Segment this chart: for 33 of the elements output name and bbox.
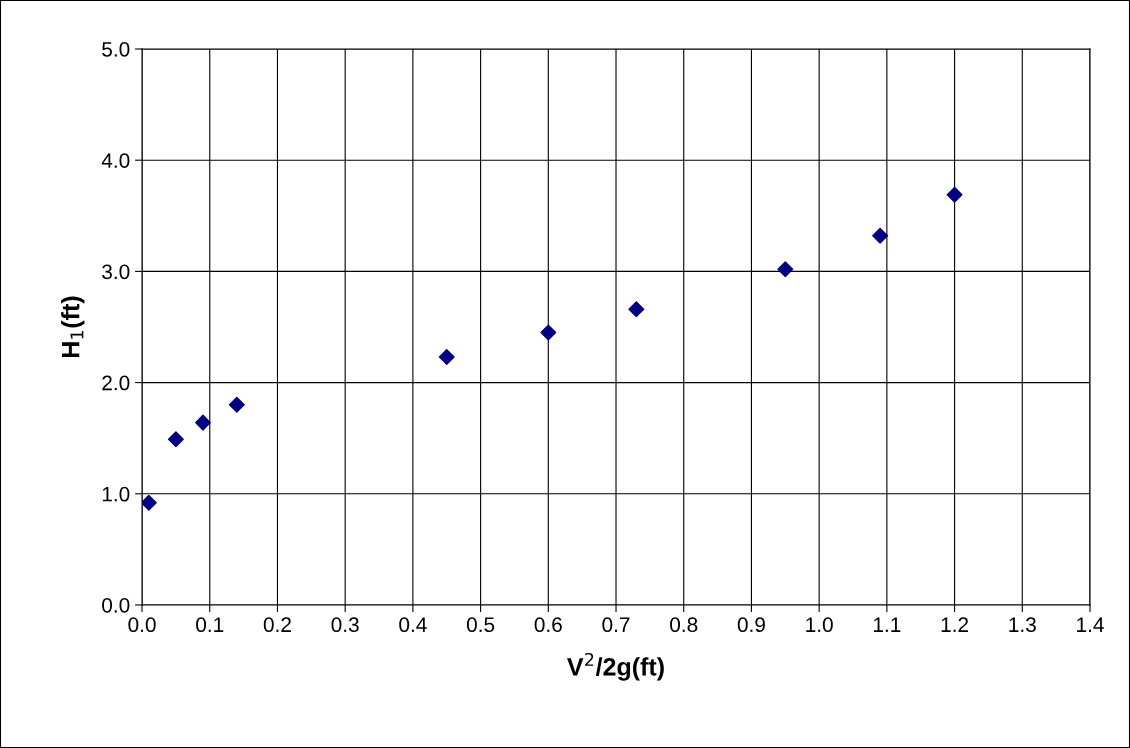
x-tick-label: 1.3	[1009, 617, 1036, 633]
point	[946, 186, 963, 203]
point	[777, 261, 794, 278]
x-tick-label: 0.4	[399, 617, 427, 633]
point	[628, 301, 645, 318]
x-tick-label: 0.5	[466, 617, 495, 633]
point	[228, 396, 245, 413]
x-tick-label: 0.6	[534, 617, 562, 633]
y-tick-label: 3.0	[102, 264, 130, 280]
x-tick-label: 0.8	[670, 617, 698, 633]
point	[872, 227, 889, 244]
point	[540, 324, 557, 341]
y-tick-label: 0.0	[102, 597, 130, 613]
x-tick-label: 0.0	[128, 617, 156, 633]
x-tick-label: 0.1	[196, 617, 224, 633]
x-axis-title: V$^{2}$/2g(ft)	[567, 652, 664, 681]
y-axis-title: H$_{1}$(ft)	[61, 296, 85, 358]
y-tick-label: 4.0	[101, 153, 130, 168]
x-tick-label: 1.4	[1077, 617, 1104, 632]
x-tick-label: 0.9	[737, 617, 765, 633]
x-tick-label: 0.3	[331, 617, 359, 633]
x-tick-label: 1.0	[806, 617, 833, 633]
y-tick-label: 2.0	[102, 375, 130, 391]
x-tick-label: 0.7	[602, 617, 630, 633]
point	[195, 414, 211, 431]
y-tick-label: 5.0	[102, 42, 130, 57]
point	[167, 431, 184, 448]
point	[142, 494, 157, 511]
x-tick-label: 1.1	[873, 617, 901, 632]
y-tick-label: 1.0	[102, 486, 130, 502]
x-tick-label: 1.2	[941, 617, 969, 632]
x-tick-label: 0.2	[263, 617, 291, 633]
point	[438, 349, 455, 365]
